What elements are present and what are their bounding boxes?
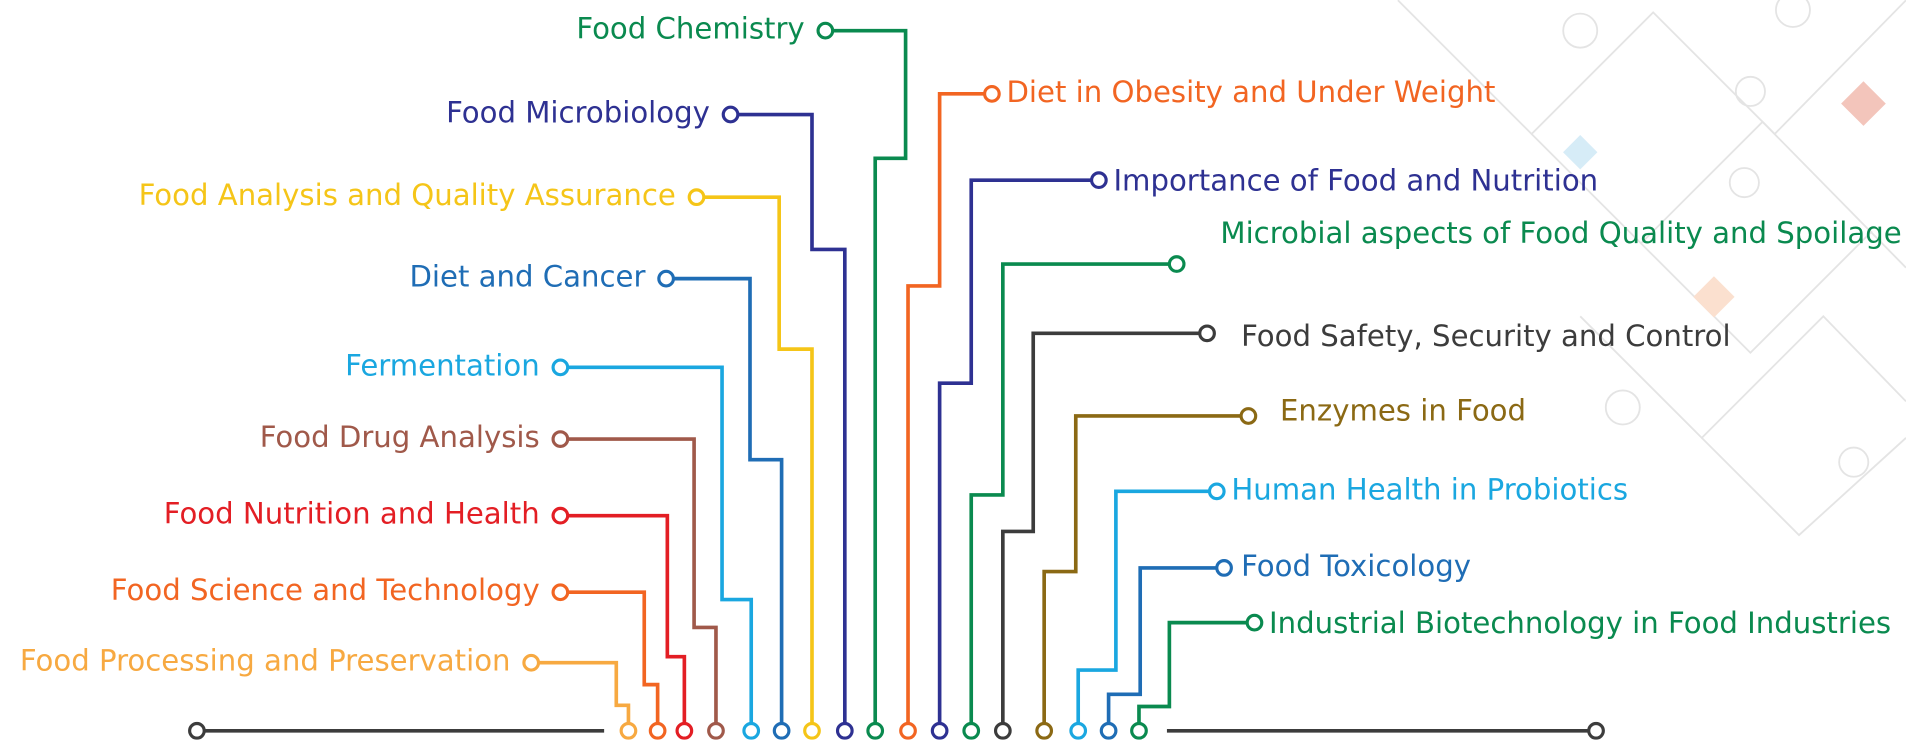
connector: [673, 279, 781, 724]
topic-label: Diet in Obesity and Under Weight: [1006, 75, 1495, 109]
bottom-node: [677, 724, 692, 739]
bottom-node: [996, 724, 1011, 739]
topic-node: [1209, 484, 1224, 499]
bottom-node: [744, 724, 759, 739]
connector: [538, 663, 628, 724]
bottom-node: [1132, 724, 1147, 739]
connector: [568, 592, 658, 723]
topic-label: Importance of Food and Nutrition: [1113, 164, 1598, 198]
topic-node: [1169, 257, 1184, 272]
topic-node: [723, 107, 738, 122]
bottom-node: [621, 724, 636, 739]
topic-label: Microbial aspects of Food Quality and Sp…: [1220, 216, 1901, 250]
topic-label: Food Analysis and Quality Assurance: [139, 178, 676, 212]
topic-node: [553, 585, 568, 600]
bottom-node: [838, 724, 853, 739]
topic-node: [659, 271, 674, 286]
topic-label: Food Drug Analysis: [260, 420, 540, 454]
topic-node: [1217, 561, 1232, 576]
topic-node: [985, 87, 1000, 102]
connector: [908, 94, 985, 724]
connector: [568, 516, 685, 724]
bottom-node: [774, 724, 789, 739]
topic-node: [553, 508, 568, 523]
bottom-node: [1037, 724, 1052, 739]
bottom-node: [650, 724, 665, 739]
bottom-node: [932, 724, 947, 739]
topic-label: Diet and Cancer: [409, 260, 645, 294]
topic-node: [1200, 326, 1215, 341]
bottom-node: [868, 724, 883, 739]
topic-node: [1247, 615, 1262, 630]
connector: [940, 180, 1092, 723]
topic-node: [1092, 173, 1107, 188]
connector: [568, 367, 752, 723]
topic-label: Industrial Biotechnology in Food Industr…: [1269, 606, 1891, 640]
topic-label: Food Safety, Security and Control: [1241, 319, 1731, 353]
topic-label: Food Toxicology: [1241, 549, 1471, 583]
connector: [568, 439, 716, 723]
bottom-node: [964, 724, 979, 739]
topic-label: Enzymes in Food: [1280, 393, 1526, 427]
topic-diagram: Food Chemistry Food Microbiology Food Anal…: [0, 0, 1906, 742]
bottom-node: [901, 724, 916, 739]
topic-label: Food Microbiology: [446, 96, 710, 130]
connector: [1139, 623, 1247, 724]
topic-label: Food Processing and Preservation: [20, 644, 511, 678]
topic-node: [553, 432, 568, 447]
page: {"left_topics": [ {"label": "Food Chemis…: [0, 0, 1906, 742]
topic-node: [553, 360, 568, 375]
topic-node: [1241, 409, 1256, 424]
topic-node: [818, 23, 833, 38]
connector: [738, 115, 845, 724]
topic-label: Food Science and Technology: [111, 573, 540, 607]
baseline-end: [190, 724, 205, 739]
topic-label: Food Nutrition and Health: [164, 497, 540, 531]
topic-node: [524, 655, 539, 670]
topic-label: Food Chemistry: [576, 12, 804, 46]
baseline-end: [1589, 724, 1604, 739]
connector: [1109, 568, 1217, 724]
bottom-node: [1101, 724, 1116, 739]
topic-label: Human Health in Probiotics: [1231, 472, 1628, 506]
connector: [1078, 491, 1209, 723]
bottom-node: [1071, 724, 1086, 739]
topic-label: Fermentation: [345, 348, 540, 382]
bottom-node: [805, 724, 820, 739]
topic-node: [689, 190, 704, 205]
bottom-node: [709, 724, 724, 739]
